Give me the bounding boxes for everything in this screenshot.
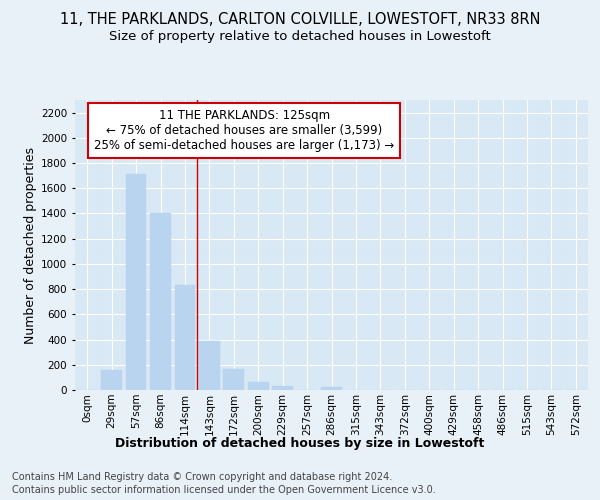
Text: 11, THE PARKLANDS, CARLTON COLVILLE, LOWESTOFT, NR33 8RN: 11, THE PARKLANDS, CARLTON COLVILLE, LOW… xyxy=(60,12,540,28)
Text: Size of property relative to detached houses in Lowestoft: Size of property relative to detached ho… xyxy=(109,30,491,43)
Bar xyxy=(272,386,293,390)
Text: Contains HM Land Registry data © Crown copyright and database right 2024.: Contains HM Land Registry data © Crown c… xyxy=(12,472,392,482)
Bar xyxy=(223,369,244,390)
Bar xyxy=(150,214,171,390)
Y-axis label: Number of detached properties: Number of detached properties xyxy=(24,146,37,344)
Bar xyxy=(321,387,342,390)
Bar xyxy=(248,382,269,390)
Bar xyxy=(199,341,220,390)
Bar xyxy=(101,370,122,390)
Text: Distribution of detached houses by size in Lowestoft: Distribution of detached houses by size … xyxy=(115,438,485,450)
Bar xyxy=(125,174,146,390)
Text: Contains public sector information licensed under the Open Government Licence v3: Contains public sector information licen… xyxy=(12,485,436,495)
Bar xyxy=(175,286,196,390)
Text: 11 THE PARKLANDS: 125sqm
← 75% of detached houses are smaller (3,599)
25% of sem: 11 THE PARKLANDS: 125sqm ← 75% of detach… xyxy=(94,108,394,152)
